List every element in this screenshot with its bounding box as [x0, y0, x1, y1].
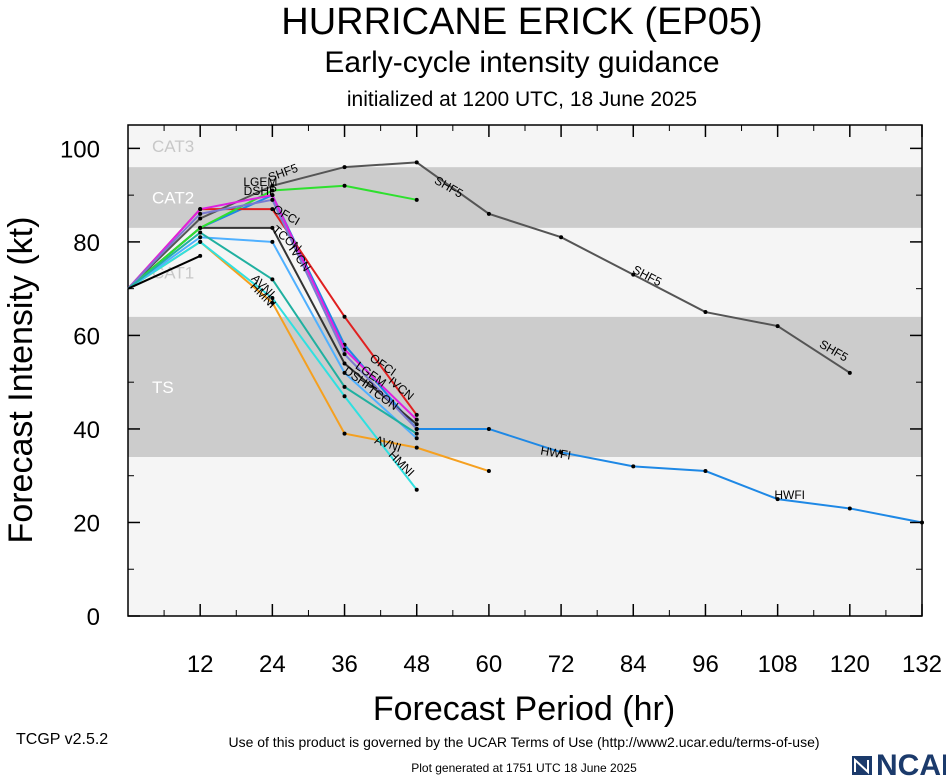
band-label-cat2: CAT2: [152, 188, 194, 207]
x-axis-title: Forecast Period (hr): [373, 690, 675, 728]
series-point-ofci: [270, 207, 275, 212]
intensity-bands: TS CAT1 CAT2 CAT3: [128, 125, 922, 616]
series-point-hwrf: [198, 230, 203, 235]
band-ts: [128, 316, 922, 458]
series-point-dshp: [414, 417, 419, 422]
series-point-shf5: [703, 310, 708, 315]
series-point-ctci: [414, 426, 419, 431]
series-point-ivcn: [414, 422, 419, 427]
series-point-icon: [414, 436, 419, 441]
series-point-icon: [270, 239, 275, 244]
series-label-dshp: DSHP: [244, 184, 277, 198]
series-point-shf5: [775, 324, 780, 329]
y-axis-title: Forecast Intensity (kt): [2, 217, 40, 544]
x-tick-label: 36: [331, 651, 358, 678]
series-point-ofci: [342, 314, 347, 319]
series-label-hwfi: HWFI: [774, 488, 805, 502]
series-point-shf5: [631, 272, 636, 277]
y-tick-label: 60: [73, 323, 100, 350]
ncar-logo-text: NCAR: [876, 749, 946, 780]
series-point-dshp: [270, 193, 275, 198]
y-tick-label: 0: [87, 604, 100, 631]
x-tick-label: 132: [902, 651, 942, 678]
y-tick-label: 100: [60, 136, 100, 163]
series-point-hwrf: [270, 277, 275, 282]
x-tick-label: 24: [259, 651, 286, 678]
series-lines: [127, 160, 924, 525]
series-label-hwfi: HWFI: [539, 444, 572, 463]
series-point-hwfi: [631, 464, 636, 469]
generated-time: Plot generated at 1751 UTC 18 June 2025: [411, 761, 637, 775]
series-point-shf5: [559, 235, 564, 240]
x-tick-label: 96: [692, 651, 719, 678]
band-label-ts: TS: [152, 378, 174, 397]
band-cat3: [128, 125, 922, 168]
series-label-lgem: LGEM: [243, 175, 277, 189]
series-point-hmni: [270, 296, 275, 301]
x-tick-label: 72: [548, 651, 575, 678]
series-point-avni: [342, 431, 347, 436]
series-point-hwfi: [559, 450, 564, 455]
series-point-hmni: [342, 394, 347, 399]
series-point-shf5: [342, 165, 347, 170]
band-label-cat3: CAT3: [152, 137, 194, 156]
series-point-icon: [342, 370, 347, 375]
series-point-shf5: [847, 370, 852, 375]
series-point-lgem: [198, 225, 203, 230]
series-point-ivcn: [342, 361, 347, 366]
series-point-ctci: [270, 197, 275, 202]
version-label: TCGP v2.5.2: [16, 731, 108, 748]
series-point-dshp: [198, 207, 203, 212]
series-line-hwfi: [127, 193, 923, 524]
init-time: initialized at 1200 UTC, 18 June 2025: [347, 88, 697, 111]
band-label-cat1: CAT1: [152, 263, 194, 282]
terms-of-use: Use of this product is governed by the U…: [228, 734, 819, 750]
series-point-avni: [270, 300, 275, 305]
series-point-obs: [198, 253, 203, 258]
series-point-avni: [414, 445, 419, 450]
series-point-shf5: [270, 183, 275, 188]
axis-ticks: 12 24 36 48 60 72 84 96 108 120 132 0 20 40 60 80 100: [60, 125, 942, 678]
band-below-ts: [128, 457, 922, 616]
x-tick-label: 48: [403, 651, 430, 678]
series-point-hwrf: [342, 384, 347, 389]
series-point-hwfi: [703, 469, 708, 474]
ncar-logo: NCAR: [852, 749, 946, 780]
series-point-ctci: [198, 211, 203, 216]
series-point-ctci: [342, 352, 347, 357]
x-tick-label: 108: [758, 651, 798, 678]
x-tick-label: 60: [476, 651, 503, 678]
chart-title: HURRICANE ERICK (EP05): [281, 1, 762, 43]
series-point-lgem: [342, 183, 347, 188]
series-point-hwrf: [414, 431, 419, 436]
series-point-icon: [198, 235, 203, 240]
series-point-hmni: [414, 487, 419, 492]
y-tick-label: 40: [73, 417, 100, 444]
series-point-ofci: [414, 412, 419, 417]
y-tick-label: 80: [73, 230, 100, 257]
series-point-hwfi: [486, 426, 491, 431]
series-point-lgem: [270, 188, 275, 193]
series-point-shf5: [198, 216, 203, 221]
series-point-shf5: [486, 211, 491, 216]
series-point-avni: [486, 469, 491, 474]
chart-subtitle: Early-cycle intensity guidance: [324, 46, 719, 79]
x-tick-label: 12: [187, 651, 214, 678]
series-point-hmni: [198, 239, 203, 244]
x-tick-label: 84: [620, 651, 647, 678]
y-tick-label: 20: [73, 510, 100, 537]
series-point-lgem: [414, 197, 419, 202]
series-point-hwfi: [847, 506, 852, 511]
series-point-shf5: [414, 160, 419, 165]
series-line-obs: [127, 255, 201, 290]
series-point-hwfi: [775, 497, 780, 502]
x-tick-label: 120: [830, 651, 870, 678]
series-point-ivcn: [270, 225, 275, 230]
